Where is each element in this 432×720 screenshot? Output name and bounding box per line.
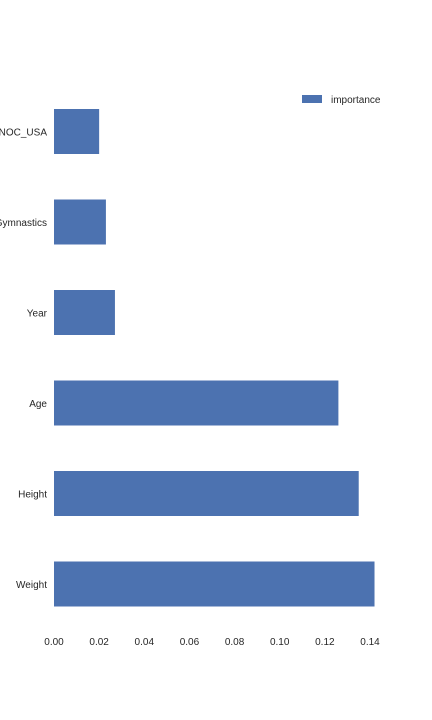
category-label-weight: Weight [16,580,47,591]
x-tick-label: 0.02 [89,637,109,648]
category-label-noc-usa: NOC_USA [0,128,47,139]
x-tick-label: 0.00 [44,637,64,648]
bar-noc-usa [54,109,100,154]
bar-weight [54,561,375,607]
bar-year [54,290,115,335]
legend: importance [302,95,381,106]
x-tick-label: 0.08 [225,637,245,648]
x-tick-label: 0.14 [360,637,380,648]
category-label-height: Height [18,490,47,501]
bar-sport-gymnastics [54,199,106,245]
x-axis-tick-labels: 0.00 0.02 0.04 0.06 0.08 0.10 0.12 0.14 [44,637,380,648]
legend-label-importance: importance [331,95,381,106]
x-tick-label: 0.10 [270,637,290,648]
legend-swatch-importance [302,95,322,103]
bar-age [54,380,339,426]
y-axis-labels: NOC_USA Sport_Gymnastics Year Age Height Weig… [0,128,48,592]
x-tick-label: 0.12 [315,637,335,648]
category-label-age: Age [29,399,47,410]
category-label-year: Year [27,309,48,320]
bar-group [54,109,375,607]
x-tick-label: 0.04 [135,637,155,648]
bar-height [54,471,359,516]
category-label-sport-gymnastics: Sport_Gymnastics [0,218,47,229]
x-tick-label: 0.06 [180,637,200,648]
